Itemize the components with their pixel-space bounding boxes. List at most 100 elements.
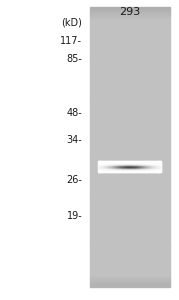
Bar [90, 105, 170, 106]
Bar [90, 25, 170, 26]
Bar [90, 147, 170, 148]
Bar [90, 177, 170, 178]
Bar [90, 50, 170, 51]
Bar [90, 41, 170, 42]
Bar [90, 271, 170, 272]
Bar [90, 120, 170, 121]
Bar [90, 206, 170, 208]
Bar [90, 260, 170, 261]
Bar [90, 226, 170, 227]
Bar [90, 135, 170, 136]
Bar [90, 257, 170, 258]
Bar [90, 53, 170, 54]
Bar [90, 145, 170, 146]
Bar [90, 150, 170, 151]
Bar [90, 214, 170, 215]
Bar [90, 184, 170, 185]
Bar [90, 243, 170, 244]
Bar [90, 244, 170, 246]
Bar [90, 29, 170, 30]
Bar [90, 220, 170, 221]
Bar [90, 248, 170, 249]
Bar [90, 24, 170, 25]
Bar [90, 221, 170, 222]
Bar [90, 158, 170, 159]
Bar [90, 247, 170, 248]
Bar [90, 197, 170, 198]
Bar [90, 213, 170, 214]
Bar [90, 90, 170, 91]
Bar [90, 84, 170, 85]
Bar [90, 259, 170, 260]
Bar [90, 18, 170, 19]
Bar [90, 234, 170, 235]
Bar [90, 128, 170, 129]
Bar [90, 88, 170, 89]
Text: 48-: 48- [67, 107, 82, 118]
Bar [90, 64, 170, 65]
Bar [90, 107, 170, 108]
Bar [90, 54, 170, 55]
Bar [90, 153, 170, 154]
Bar [90, 65, 170, 66]
Bar [90, 198, 170, 199]
Bar [90, 277, 170, 278]
Bar [90, 172, 170, 173]
Bar [90, 124, 170, 125]
Bar [90, 86, 170, 88]
Bar [90, 112, 170, 113]
Bar [90, 96, 170, 97]
Bar [90, 27, 170, 28]
Bar [90, 219, 170, 220]
Bar [90, 209, 170, 210]
Bar [90, 66, 170, 67]
Bar [90, 101, 170, 102]
Bar [90, 186, 170, 187]
Bar [90, 68, 170, 69]
Bar [90, 110, 170, 111]
Bar [90, 144, 170, 145]
Bar [90, 47, 170, 48]
Bar [90, 34, 170, 35]
Bar [90, 97, 170, 98]
Bar [90, 114, 170, 116]
Bar [90, 246, 170, 247]
Bar [90, 134, 170, 135]
Bar [90, 269, 170, 270]
Bar [90, 274, 170, 275]
Bar [90, 237, 170, 238]
Bar [90, 210, 170, 211]
Bar [90, 181, 170, 182]
Bar [90, 230, 170, 231]
Bar [90, 82, 170, 83]
Bar [90, 279, 170, 280]
Bar [90, 179, 170, 181]
Bar [90, 168, 170, 169]
Bar [90, 39, 170, 40]
Bar [90, 204, 170, 205]
Bar [90, 70, 170, 71]
Bar [90, 15, 170, 16]
Bar [90, 89, 170, 90]
Bar [90, 69, 170, 70]
Bar [90, 8, 170, 9]
Bar [90, 58, 170, 60]
Bar [90, 19, 170, 20]
Bar [90, 140, 170, 141]
Text: 26-: 26- [66, 175, 82, 185]
Bar [90, 33, 170, 34]
Text: 293: 293 [119, 7, 140, 16]
Bar [90, 44, 170, 45]
Bar [90, 169, 170, 170]
Bar [90, 202, 170, 203]
Bar [90, 102, 170, 103]
Bar [90, 117, 170, 118]
Bar [90, 103, 170, 104]
Bar [90, 154, 170, 155]
Bar [90, 151, 170, 152]
Bar [90, 207, 170, 208]
Bar [90, 51, 170, 52]
Bar [90, 149, 170, 150]
Bar [90, 43, 170, 44]
Bar [90, 175, 170, 176]
